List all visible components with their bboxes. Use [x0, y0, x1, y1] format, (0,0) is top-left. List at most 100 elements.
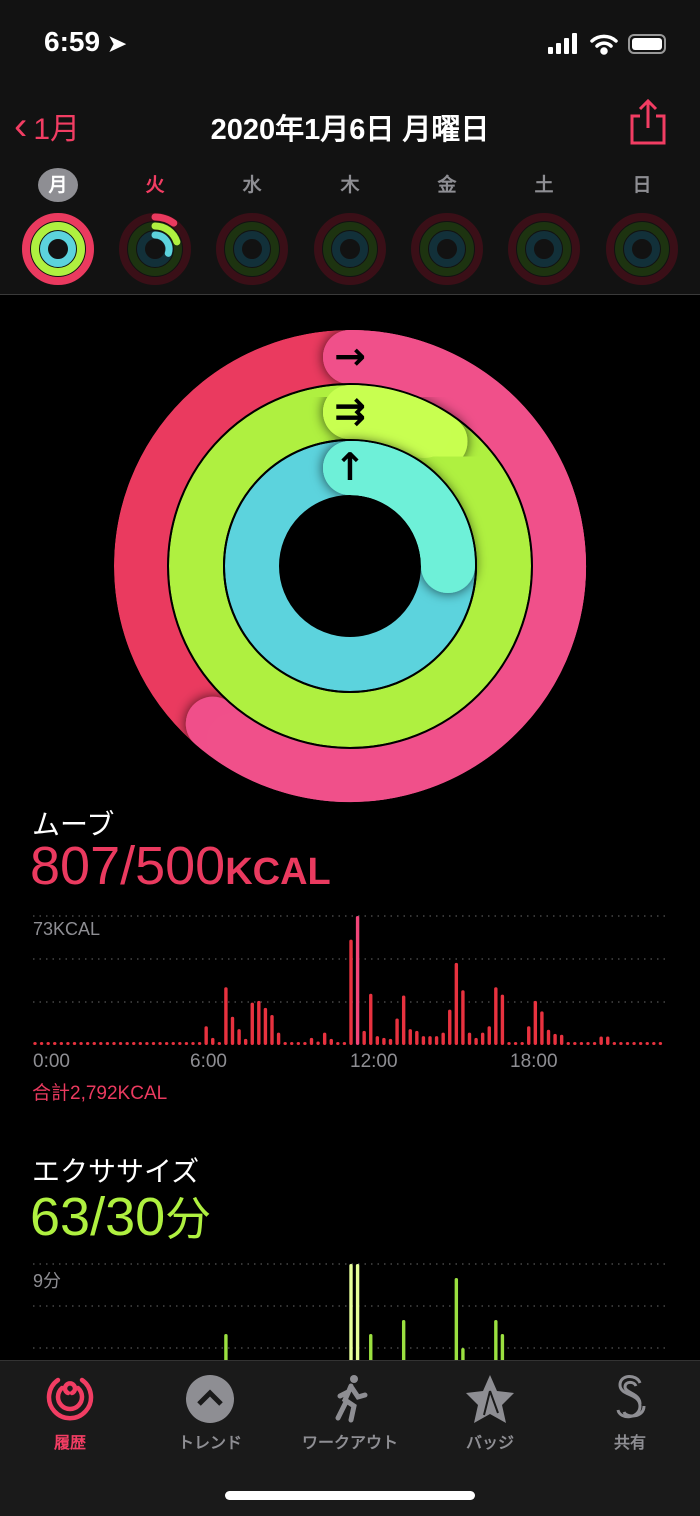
move-bar	[132, 1042, 136, 1045]
ring-track	[411, 213, 483, 285]
move-bar	[553, 1033, 557, 1045]
move-bar	[480, 1032, 485, 1045]
move-bar	[632, 1042, 636, 1045]
signal-icon	[548, 33, 577, 54]
move-bar	[33, 1042, 37, 1045]
move-bar	[59, 1042, 64, 1045]
status-time: 6:59 ➤	[44, 26, 126, 58]
ring-fill	[40, 231, 76, 267]
move-bar	[349, 939, 353, 1045]
day-ring[interactable]	[214, 211, 290, 287]
exercise-ring-overlap-fill	[323, 385, 452, 459]
move-bar	[454, 962, 459, 1045]
move-bar	[520, 1042, 524, 1045]
ring-track	[624, 231, 660, 267]
tab-sharing[interactable]: 共有	[560, 1373, 700, 1453]
exercise-bar	[355, 1264, 360, 1390]
move-bar	[283, 1042, 287, 1045]
tab-label: バッジ	[465, 1433, 514, 1452]
tab-label: ワークアウト	[301, 1433, 398, 1452]
day-label[interactable]: 木	[340, 174, 360, 196]
day-ring[interactable]	[117, 211, 193, 287]
tab-label: トレンド	[177, 1433, 242, 1452]
move-bar	[401, 995, 406, 1045]
move-bar	[66, 1042, 70, 1045]
day-label[interactable]: 土	[534, 174, 554, 196]
tab-label: 共有	[613, 1433, 646, 1452]
move-bar	[474, 1037, 478, 1045]
status-icons	[548, 33, 666, 55]
tab-badges[interactable]: バッジ	[420, 1373, 560, 1453]
back-button[interactable]: ‹ 1月	[14, 104, 80, 148]
exercise-value: 63/30分	[30, 1183, 211, 1249]
move-bar	[72, 1042, 77, 1045]
day-ring[interactable]	[20, 211, 96, 287]
day-ring[interactable]	[409, 211, 485, 287]
move-bar	[112, 1042, 116, 1045]
clock: 6:59	[44, 26, 101, 57]
home-indicator[interactable]	[225, 1491, 475, 1500]
tab-trends[interactable]: トレンド	[140, 1373, 280, 1453]
move-bar	[197, 1042, 202, 1045]
back-label: 1月	[33, 113, 81, 146]
exercise-unit: 分	[165, 1193, 212, 1245]
move-bar	[612, 1042, 617, 1045]
tab-workouts[interactable]: ワークアウト	[280, 1373, 420, 1453]
move-bar	[85, 1042, 90, 1045]
trend-chevron-icon	[186, 1375, 234, 1423]
chevron-left-icon: ‹	[14, 104, 28, 148]
activity-rings: → ⇉ ↑	[112, 328, 588, 804]
ring-track	[420, 222, 474, 276]
move-bar	[164, 1042, 169, 1045]
day-label[interactable]: 金	[437, 174, 457, 196]
ring-track	[606, 213, 678, 285]
exercise-amount: 63/30	[30, 1187, 166, 1247]
move-bar	[39, 1042, 44, 1045]
header	[0, 0, 700, 295]
move-bar	[428, 1036, 432, 1045]
move-bar	[329, 1038, 333, 1045]
move-y-label: 73KCAL	[33, 919, 101, 939]
x-tick-18: 18:00	[510, 1051, 558, 1072]
move-bar	[342, 1042, 347, 1045]
tab-history[interactable]: 履歴	[0, 1373, 140, 1453]
day-ring[interactable]	[604, 211, 680, 287]
day-ring[interactable]	[312, 211, 388, 287]
battery-icon	[628, 34, 666, 54]
move-bar	[118, 1042, 123, 1045]
runner-icon	[335, 1375, 368, 1423]
exercise-bar	[349, 1264, 353, 1390]
move-bar	[204, 1026, 208, 1045]
move-bar	[369, 993, 373, 1045]
badge-star-icon	[466, 1375, 514, 1423]
move-bar	[296, 1042, 301, 1045]
move-bar	[99, 1042, 103, 1045]
move-bar	[513, 1042, 518, 1045]
day-label[interactable]: 月	[38, 168, 78, 202]
day-label[interactable]: 日	[632, 174, 652, 196]
move-bar	[105, 1042, 110, 1045]
move-bar	[500, 994, 505, 1045]
move-bar	[382, 1037, 386, 1045]
day-ring[interactable]	[506, 211, 582, 287]
ring-fill	[151, 213, 178, 227]
move-bar	[79, 1042, 83, 1045]
activity-rings-icon	[46, 1377, 94, 1421]
x-tick-12: 12:00	[350, 1051, 398, 1072]
day-label[interactable]: 水	[242, 174, 262, 196]
x-tick-6: 6:00	[190, 1051, 227, 1072]
move-bar	[151, 1042, 156, 1045]
ring-separator	[223, 439, 477, 693]
move-total: 合計2,792KCAL	[32, 1083, 168, 1104]
move-bar	[362, 1030, 366, 1045]
move-bar	[250, 1002, 254, 1045]
move-bar	[599, 1036, 603, 1045]
move-bar	[487, 1026, 491, 1045]
ring-track	[615, 222, 669, 276]
ring-track	[526, 231, 562, 267]
day-label[interactable]: 火	[145, 174, 165, 196]
tab-label: 履歴	[53, 1433, 86, 1452]
move-amount: 807/500	[30, 836, 226, 896]
share-button[interactable]	[628, 98, 668, 146]
x-tick-0: 0:00	[33, 1051, 70, 1072]
